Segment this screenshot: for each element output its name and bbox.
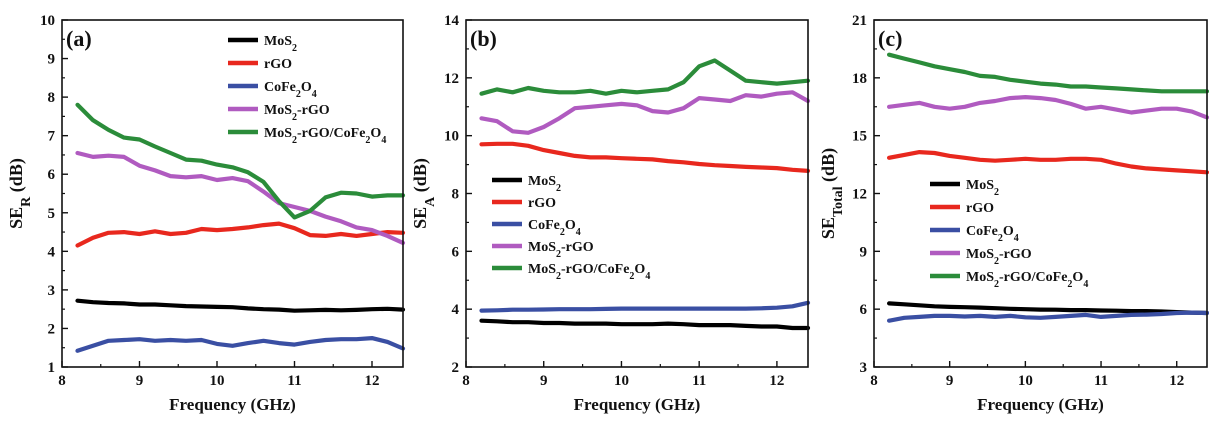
legend-entry-2: CoFe2O4	[264, 80, 317, 100]
series-line-2	[75, 336, 406, 353]
x-tick-label: 12	[1169, 373, 1184, 389]
legend-entry-2: CoFe2O4	[528, 218, 581, 238]
chart-panel-b: 8 9 10 11 12 2 4 6 8 10 12 14 Frequency (GHz) SEA (dB…	[410, 13, 811, 414]
y-axis-label: SEA (dB)	[410, 158, 438, 229]
y-tick-label: 12	[444, 71, 459, 87]
series-line-2	[887, 310, 1209, 323]
y-tick-label: 9	[48, 52, 56, 68]
y-tick-label: 7	[48, 129, 56, 145]
legend-entry-4: MoS2-rGO/CoFe2O4	[264, 126, 386, 146]
x-axis-label: Frequency (GHz)	[169, 395, 296, 414]
y-tick-label: 4	[48, 244, 56, 260]
series-line-4	[479, 58, 811, 96]
series-line-3	[887, 95, 1209, 120]
chart-panel-c: 8 9 10 11 12 3 6 9 12 15 18 21 Frequency (GHz) SETota…	[818, 13, 1209, 414]
y-tick-label: 1	[48, 360, 56, 376]
legend-entry-0: MoS2	[966, 178, 999, 198]
y-tick-label: 21	[852, 13, 867, 29]
x-tick-label: 10	[210, 373, 225, 389]
series-line-2	[479, 300, 811, 313]
series-line-0	[75, 298, 406, 313]
series-line-3	[75, 150, 406, 245]
y-tick-label: 6	[452, 244, 460, 260]
x-tick-label: 8	[462, 373, 470, 389]
series-line-1	[75, 221, 406, 248]
legend-entry-2: CoFe2O4	[966, 224, 1019, 244]
y-tick-label: 3	[48, 283, 56, 299]
series-line-0	[887, 301, 1209, 316]
y-tick-label: 4	[452, 302, 460, 318]
y-tick-label: 12	[852, 187, 867, 203]
x-tick-label: 11	[692, 373, 706, 389]
legend-entry-3: MoS2-rGO	[528, 240, 594, 260]
x-tick-label: 9	[946, 373, 954, 389]
legend-entry-0: MoS2	[528, 174, 561, 194]
legend: MoS2 rGO CoFe2O4 MoS2-rGO MoS2-rGO/CoFe2O4	[228, 34, 386, 146]
y-tick-label: 2	[452, 360, 460, 376]
y-tick-label: 2	[48, 321, 56, 337]
panel-label: (b)	[470, 26, 497, 51]
y-tick-label: 18	[852, 71, 867, 87]
x-tick-label: 11	[287, 373, 301, 389]
panel-label: (c)	[878, 26, 902, 51]
y-tick-label: 10	[444, 129, 459, 145]
y-tick-label: 6	[860, 302, 868, 318]
x-tick-label: 9	[136, 373, 144, 389]
series-line-4	[75, 102, 406, 220]
x-tick-label: 12	[769, 373, 784, 389]
x-axis-label: Frequency (GHz)	[977, 395, 1104, 414]
legend-entry-3: MoS2-rGO	[264, 103, 330, 123]
legend-entry-1: rGO	[264, 57, 292, 72]
x-tick-label: 9	[540, 373, 548, 389]
y-tick-label: 14	[444, 13, 460, 29]
legend-entry-1: rGO	[528, 196, 556, 211]
legend: MoS2 rGO CoFe2O4 MoS2-rGO MoS2-rGO/CoFe2O4	[930, 178, 1088, 290]
x-tick-label: 8	[870, 373, 878, 389]
legend-entry-1: rGO	[966, 201, 994, 216]
y-tick-label: 15	[852, 129, 867, 145]
plot-frame	[465, 19, 809, 368]
y-axis-label: SETotal (dB)	[818, 148, 846, 239]
series-line-0	[479, 318, 811, 331]
series-line-1	[887, 150, 1209, 175]
series-line-4	[887, 52, 1209, 94]
x-tick-label: 10	[1018, 373, 1033, 389]
legend-entry-4: MoS2-rGO/CoFe2O4	[966, 270, 1088, 290]
y-tick-label: 6	[48, 167, 56, 183]
panel-label: (a)	[66, 26, 92, 51]
series-line-1	[479, 141, 811, 173]
series-line-3	[479, 90, 811, 135]
y-axis-label: SER (dB)	[6, 158, 34, 229]
x-tick-label: 8	[58, 373, 66, 389]
x-tick-label: 11	[1094, 373, 1108, 389]
legend-entry-0: MoS2	[264, 34, 297, 54]
y-tick-label: 10	[40, 13, 55, 29]
x-tick-label: 12	[365, 373, 380, 389]
y-tick-label: 8	[48, 90, 56, 106]
y-tick-label: 8	[452, 187, 460, 203]
legend-entry-4: MoS2-rGO/CoFe2O4	[528, 262, 650, 282]
y-tick-label: 5	[48, 206, 56, 222]
x-axis-label: Frequency (GHz)	[574, 395, 701, 414]
y-tick-label: 9	[860, 244, 868, 260]
x-tick-label: 10	[614, 373, 629, 389]
y-tick-label: 3	[860, 360, 868, 376]
legend-entry-3: MoS2-rGO	[966, 247, 1032, 267]
